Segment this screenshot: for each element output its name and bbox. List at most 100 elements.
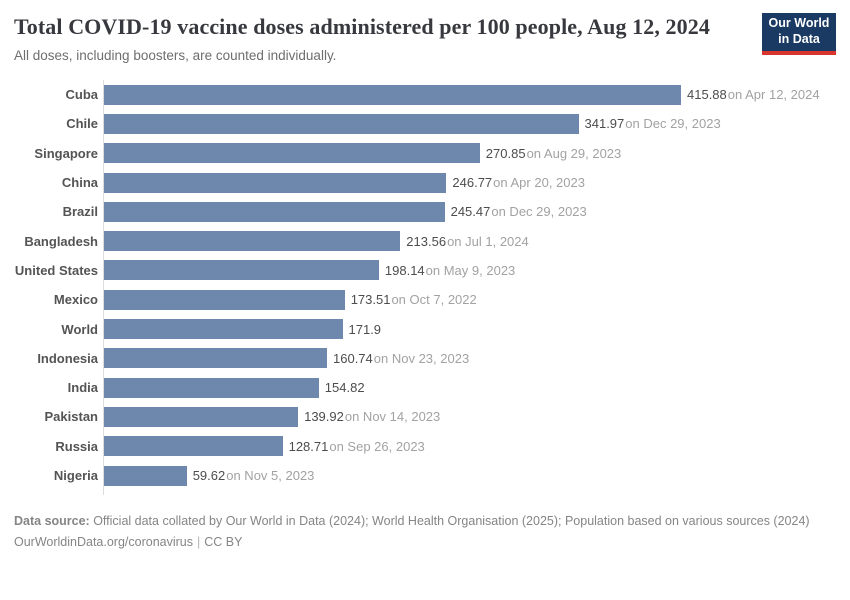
date-text: on Apr 12, 2024 bbox=[727, 87, 820, 103]
chart-row: United States 198.14on May 9, 2023 bbox=[14, 256, 836, 285]
date-text: on May 9, 2023 bbox=[425, 262, 516, 278]
date-text: on Sep 26, 2023 bbox=[329, 438, 425, 454]
chart-row: Brazil 245.47on Dec 29, 2023 bbox=[14, 197, 836, 226]
bar-track: 128.71on Sep 26, 2023 bbox=[104, 436, 836, 457]
category-label: Indonesia bbox=[37, 350, 98, 366]
owid-url: OurWorldinData.org/coronavirus bbox=[14, 535, 194, 550]
date-text: on Jul 1, 2024 bbox=[447, 233, 529, 249]
bar-track: 270.85on Aug 29, 2023 bbox=[104, 143, 836, 164]
value-label: 173.51on Oct 7, 2022 bbox=[351, 292, 477, 307]
value-text: 415.88 bbox=[687, 87, 727, 103]
date-text: on Dec 29, 2023 bbox=[491, 204, 587, 220]
chart-row: World 171.9 bbox=[14, 314, 836, 343]
bar-track: 173.51on Oct 7, 2022 bbox=[104, 289, 836, 310]
value-label: 139.92on Nov 14, 2023 bbox=[304, 409, 440, 424]
value-text: 59.62 bbox=[192, 468, 226, 484]
value-label: 213.56on Jul 1, 2024 bbox=[406, 234, 528, 249]
category-label: Singapore bbox=[34, 145, 98, 161]
category-label: China bbox=[61, 175, 98, 191]
category-label: India bbox=[67, 380, 98, 396]
chart-row: India 154.82 bbox=[14, 373, 836, 402]
bar bbox=[104, 84, 681, 105]
date-text: on Nov 5, 2023 bbox=[226, 468, 315, 484]
category-label: Pakistan bbox=[44, 409, 98, 425]
owid-logo: Our World in Data bbox=[762, 13, 836, 55]
bar-track: 160.74on Nov 23, 2023 bbox=[104, 348, 836, 369]
value-label: 246.77on Apr 20, 2023 bbox=[452, 175, 585, 190]
bar-track: 245.47on Dec 29, 2023 bbox=[104, 201, 836, 222]
value-label: 341.97on Dec 29, 2023 bbox=[585, 116, 721, 131]
chart-row: China 246.77on Apr 20, 2023 bbox=[14, 168, 836, 197]
data-source-text: Official data collated by Our World in D… bbox=[89, 514, 810, 529]
chart-row: Nigeria 59.62on Nov 5, 2023 bbox=[14, 461, 836, 490]
category-label: Bangladesh bbox=[24, 233, 98, 249]
bar bbox=[104, 231, 401, 252]
owid-logo-line1: Our World bbox=[768, 16, 830, 31]
value-text: 128.71 bbox=[288, 438, 329, 454]
value-label: 245.47on Dec 29, 2023 bbox=[451, 204, 587, 219]
bar-track: 198.14on May 9, 2023 bbox=[104, 260, 836, 281]
value-text: 213.56 bbox=[406, 233, 447, 249]
bar-track: 415.88on Apr 12, 2024 bbox=[104, 84, 836, 105]
chart-row: Russia 128.71on Sep 26, 2023 bbox=[14, 432, 836, 461]
chart-header: Total COVID-19 vaccine doses administere… bbox=[14, 12, 836, 63]
category-label: Mexico bbox=[53, 292, 98, 308]
owid-logo-line2: in Data bbox=[778, 32, 820, 46]
license-text: CC BY bbox=[204, 535, 243, 550]
category-label: Cuba bbox=[65, 87, 99, 103]
value-text: 245.47 bbox=[450, 204, 491, 220]
bar bbox=[104, 113, 579, 134]
value-text: 173.51 bbox=[350, 292, 391, 308]
category-label: Nigeria bbox=[53, 468, 98, 484]
chart-row: Mexico 173.51on Oct 7, 2022 bbox=[14, 285, 836, 314]
chart-row: Chile 341.97on Dec 29, 2023 bbox=[14, 109, 836, 138]
value-label: 198.14on May 9, 2023 bbox=[385, 263, 515, 278]
bar-track: 171.9 bbox=[104, 319, 836, 340]
bar-track: 59.62on Nov 5, 2023 bbox=[104, 465, 836, 486]
bar bbox=[104, 436, 283, 457]
bar-track: 139.92on Nov 14, 2023 bbox=[104, 406, 836, 427]
value-text: 270.85 bbox=[485, 145, 526, 161]
chart-footer: Data source: Official data collated by O… bbox=[14, 512, 836, 551]
bar bbox=[104, 172, 447, 193]
value-label: 59.62on Nov 5, 2023 bbox=[193, 468, 315, 483]
bar-track: 341.97on Dec 29, 2023 bbox=[104, 113, 836, 134]
value-text: 246.77 bbox=[452, 175, 493, 191]
bar-track: 213.56on Jul 1, 2024 bbox=[104, 231, 836, 252]
category-label: World bbox=[61, 321, 98, 337]
date-text: on Nov 14, 2023 bbox=[344, 409, 441, 425]
date-text: on Dec 29, 2023 bbox=[625, 116, 721, 132]
value-label: 160.74on Nov 23, 2023 bbox=[333, 351, 469, 366]
bar bbox=[104, 201, 445, 222]
bar bbox=[104, 406, 299, 427]
category-label: Brazil bbox=[62, 204, 98, 220]
bar bbox=[104, 319, 343, 340]
date-text: on Oct 7, 2022 bbox=[391, 292, 477, 308]
bar-track: 246.77on Apr 20, 2023 bbox=[104, 172, 836, 193]
date-text: on Apr 20, 2023 bbox=[493, 175, 585, 191]
attribution-line: OurWorldinData.org/coronavirus | CC BY bbox=[14, 533, 836, 551]
separator: | bbox=[197, 535, 201, 550]
chart-row: Pakistan 139.92on Nov 14, 2023 bbox=[14, 402, 836, 431]
bar bbox=[104, 260, 379, 281]
category-label: Russia bbox=[55, 438, 98, 454]
bar bbox=[104, 348, 327, 369]
y-axis-line bbox=[103, 80, 104, 496]
value-text: 171.9 bbox=[348, 321, 382, 337]
bar bbox=[104, 289, 345, 310]
chart-row: Singapore 270.85on Aug 29, 2023 bbox=[14, 139, 836, 168]
category-label: United States bbox=[14, 262, 98, 278]
data-source-label: Data source: bbox=[14, 514, 90, 529]
value-text: 139.92 bbox=[304, 409, 344, 425]
value-text: 341.97 bbox=[584, 116, 625, 132]
value-text: 154.82 bbox=[324, 380, 365, 396]
chart-subtitle: All doses, including boosters, are count… bbox=[14, 48, 337, 64]
value-label: 154.82 bbox=[325, 380, 366, 395]
value-label: 171.9 bbox=[349, 322, 383, 337]
value-text: 160.74 bbox=[333, 350, 373, 366]
chart-title: Total COVID-19 vaccine doses administere… bbox=[14, 14, 710, 39]
date-text: on Aug 29, 2023 bbox=[526, 145, 622, 161]
bar-chart: Cuba 415.88on Apr 12, 2024 Chile 341.97o… bbox=[14, 80, 836, 496]
value-text: 198.14 bbox=[384, 262, 425, 278]
